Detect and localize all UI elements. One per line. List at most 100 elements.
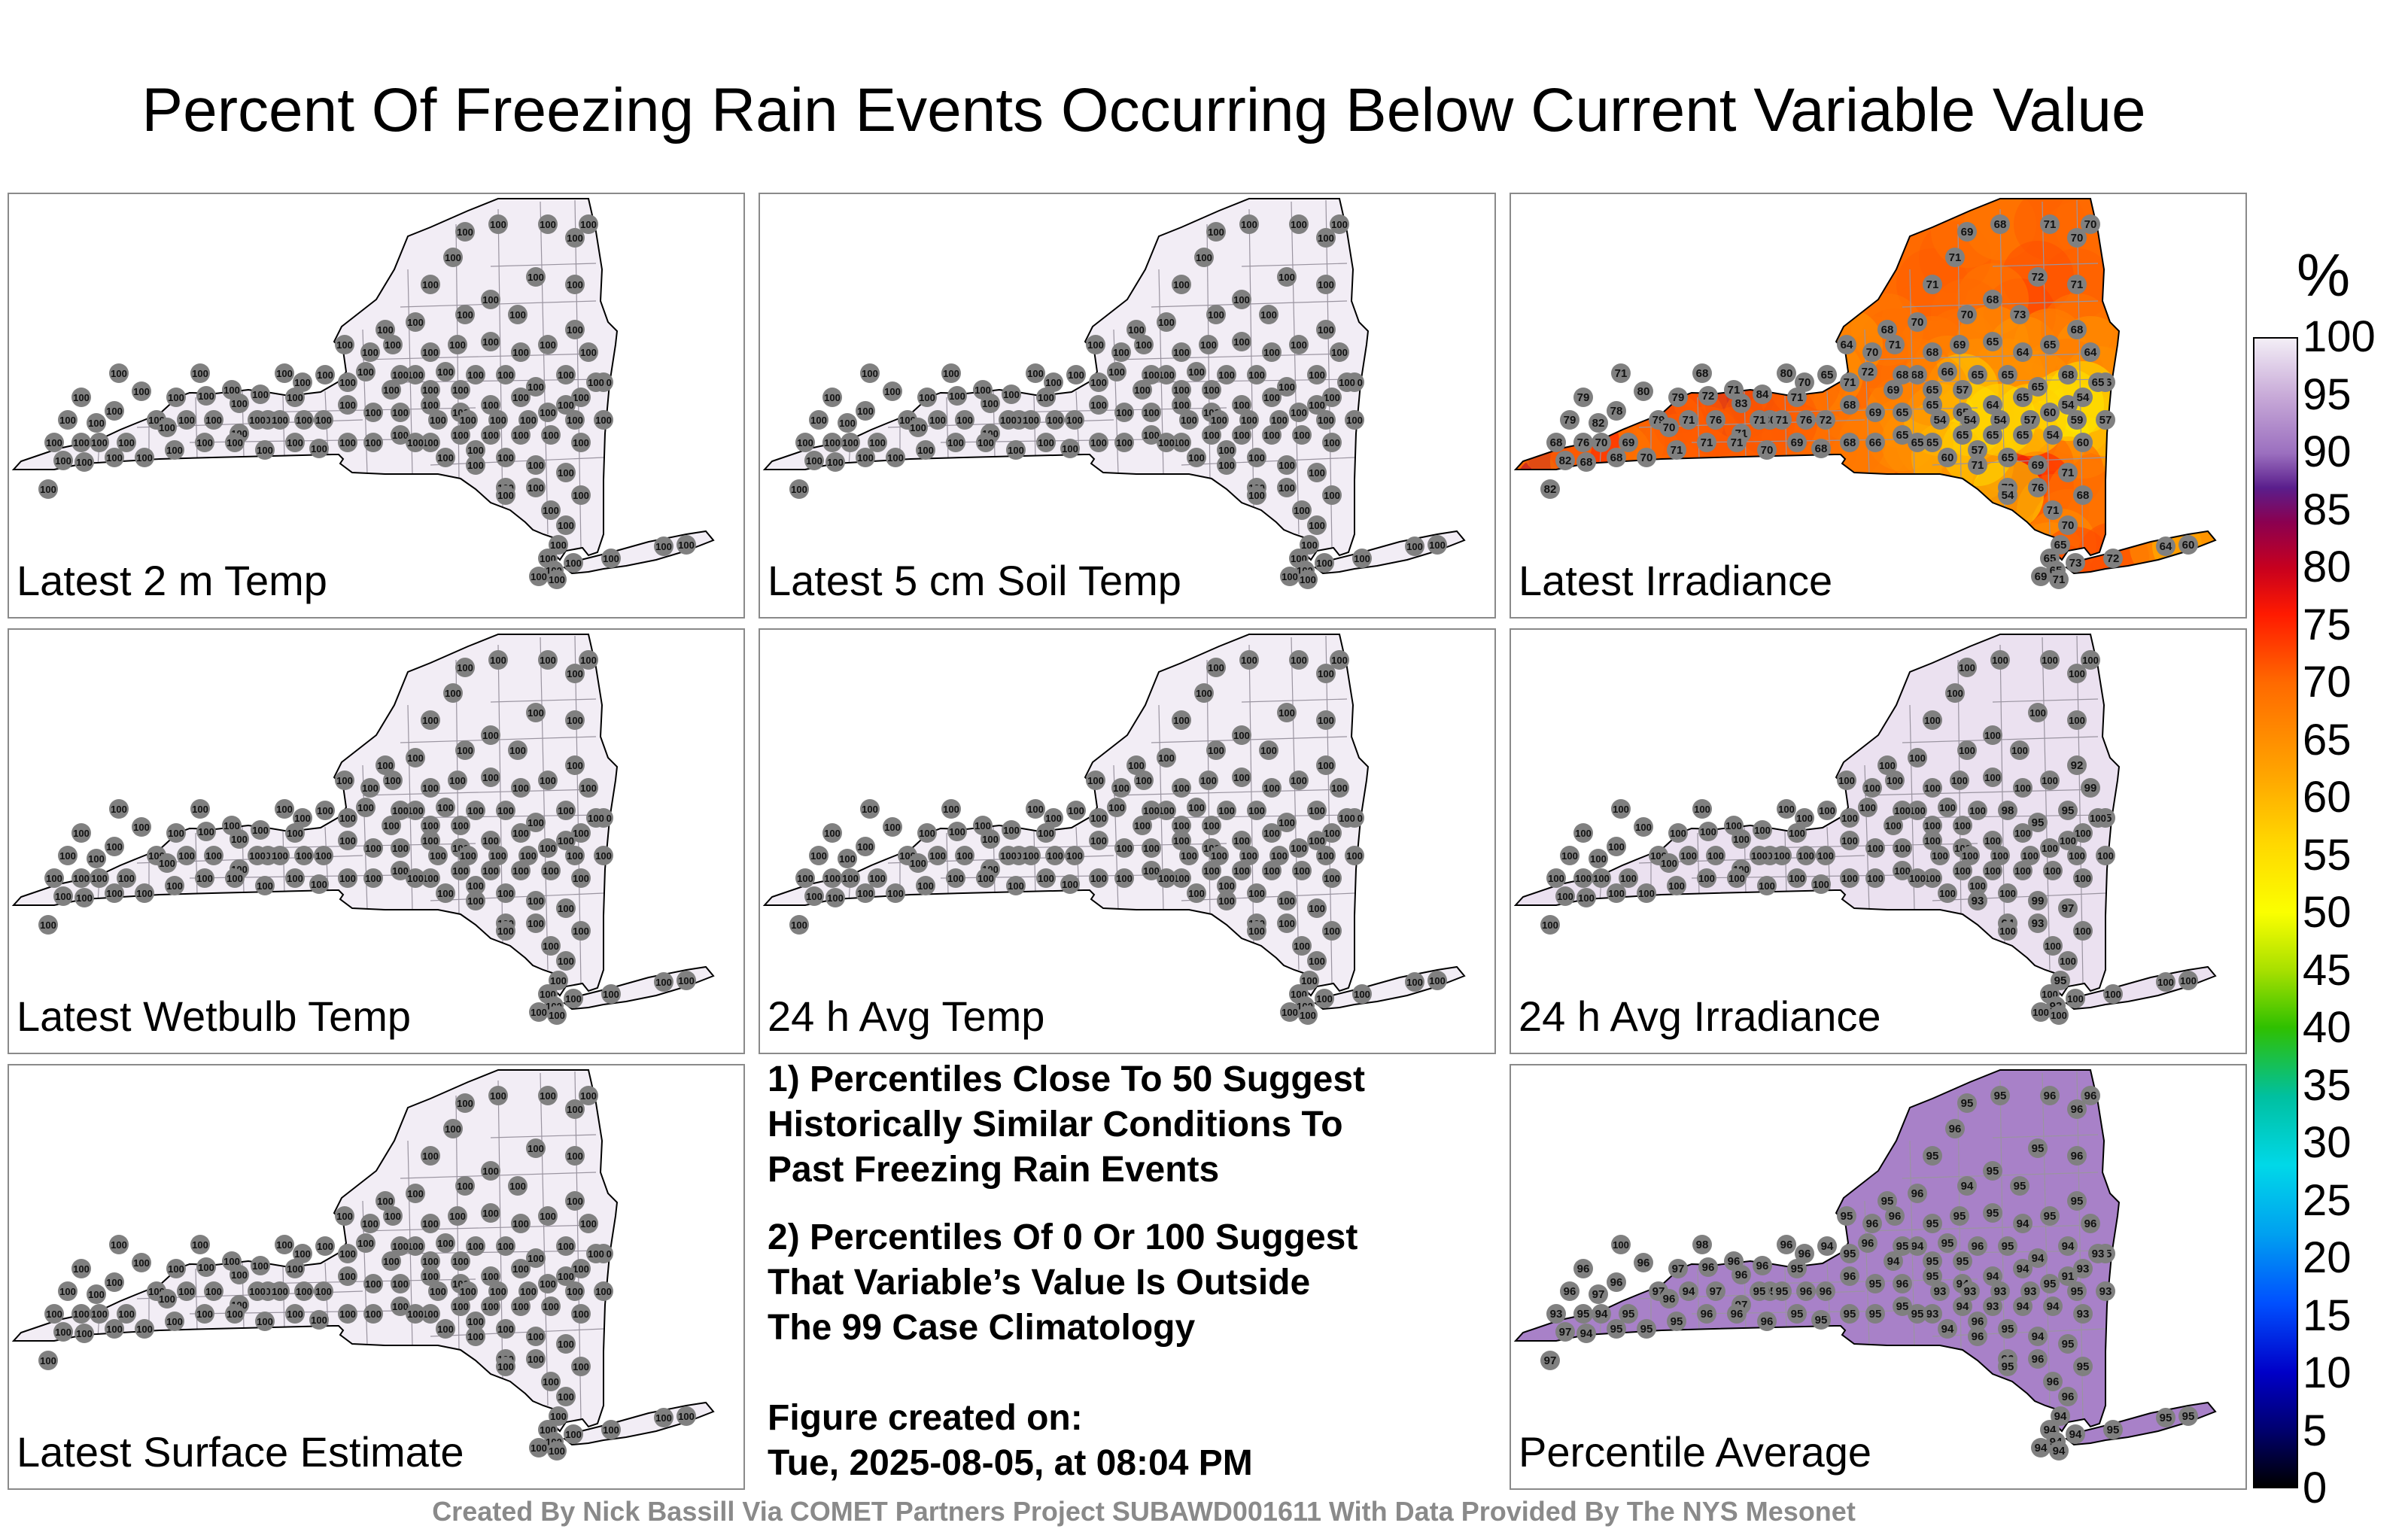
station-marker <box>105 1272 124 1292</box>
station-marker <box>538 650 558 670</box>
station-value: 100 <box>457 1098 473 1109</box>
station-marker <box>391 838 410 858</box>
station-marker <box>1607 883 1626 903</box>
station-value: 100 <box>1173 400 1190 411</box>
station-value: 100 <box>437 1238 454 1249</box>
station-marker <box>2040 214 2060 234</box>
station-value: 100 <box>1278 895 1295 907</box>
station-marker <box>1679 846 1698 865</box>
station-marker <box>1950 335 1969 354</box>
station-marker <box>1837 1206 1856 1226</box>
station-marker <box>363 1274 383 1293</box>
station-value: 100 <box>392 843 409 854</box>
station-value: 95 <box>1987 1165 1999 1178</box>
station-marker <box>1289 838 1309 858</box>
station-marker <box>526 478 546 497</box>
station-value: 100 <box>1282 1007 1298 1018</box>
station-value: 100 <box>929 415 946 426</box>
station-marker <box>1232 395 1251 415</box>
station-value: 59 <box>2071 414 2084 427</box>
county-border <box>362 353 597 360</box>
station-marker <box>428 1281 448 1301</box>
station-value: 100 <box>106 888 123 899</box>
station-marker <box>1787 823 1807 843</box>
station-marker <box>251 1256 270 1275</box>
station-value: 100 <box>159 858 175 869</box>
station-marker <box>1923 831 1942 850</box>
station-marker <box>1668 388 1688 407</box>
station-value: 100 <box>482 294 499 305</box>
station-value: 100 <box>1331 655 1348 666</box>
station-marker <box>1698 1257 1718 1277</box>
station-value: 100 <box>287 392 303 403</box>
station-value: 54 <box>2062 399 2075 412</box>
station-value: 100 <box>445 688 461 699</box>
station-value: 100 <box>1263 392 1280 403</box>
station-value: 100 <box>467 880 484 892</box>
station-marker <box>565 1146 585 1166</box>
station-marker <box>1998 448 2017 467</box>
station-value: 100 <box>1661 858 1677 869</box>
station-marker <box>1280 1002 1300 1022</box>
station-marker <box>1953 861 1972 880</box>
station-marker <box>809 410 829 430</box>
station-value: 100 <box>1813 879 1829 890</box>
station-marker <box>556 515 576 535</box>
station-marker <box>1021 846 1041 865</box>
station-value: 100 <box>1045 813 1062 824</box>
station-marker <box>1202 380 1221 400</box>
station-value: 100 <box>1203 385 1220 396</box>
station-value: 71 <box>1776 414 1789 427</box>
station-value: 100 <box>467 445 484 456</box>
station-value: 100 <box>1954 820 1971 831</box>
station-marker <box>1667 440 1686 460</box>
station-value: 93 <box>2024 1285 2037 1298</box>
station-marker <box>1990 410 2010 430</box>
station-marker <box>676 535 696 555</box>
station-marker <box>466 440 485 460</box>
station-marker <box>1573 1259 1593 1278</box>
station-marker <box>1217 365 1236 385</box>
station-value: 100 <box>437 888 454 899</box>
station-marker <box>804 451 824 470</box>
station-value: 96 <box>1701 1308 1713 1321</box>
station-value: 100 <box>857 452 874 464</box>
station-value: 71 <box>1889 339 1902 351</box>
station-marker <box>1957 1093 1977 1113</box>
station-marker <box>222 816 242 835</box>
station-value: 100 <box>1984 730 2001 741</box>
station-value: 100 <box>1318 760 1334 771</box>
station-marker <box>1576 1324 1596 1343</box>
station-marker <box>2081 1086 2100 1105</box>
station-value: 94 <box>1941 1323 1954 1336</box>
station-value: 96 <box>1896 1278 1909 1290</box>
station-value: 100 <box>385 339 401 351</box>
station-marker <box>1893 838 1912 858</box>
station-marker <box>285 868 305 888</box>
station-marker <box>1277 267 1297 287</box>
station-value: 100 <box>567 233 583 244</box>
station-marker <box>1998 921 2017 941</box>
station-value: 96 <box>1663 1293 1676 1306</box>
station-marker <box>391 861 410 880</box>
station-value: 100 <box>166 445 183 456</box>
station-value: 94 <box>1595 1308 1608 1321</box>
station-marker <box>1795 1244 1814 1263</box>
station-value: 100 <box>2075 828 2091 839</box>
station-marker <box>466 891 485 910</box>
station-marker <box>1840 1266 1859 1286</box>
station-value: 96 <box>2084 1217 2097 1230</box>
station-marker <box>488 410 508 430</box>
station-marker <box>1330 214 1349 234</box>
station-marker <box>1938 448 1957 467</box>
station-value: 95 <box>1791 1308 1804 1321</box>
station-marker <box>1945 1119 1965 1138</box>
station-value: 96 <box>1844 1270 1856 1283</box>
station-value: 100 <box>422 1256 439 1267</box>
station-value: 64 <box>2084 346 2097 359</box>
station-value: 100 <box>2097 850 2114 862</box>
station-value: 100 <box>422 835 439 847</box>
station-marker <box>565 664 585 683</box>
station-value: 100 <box>678 1411 695 1422</box>
station-value: 95 <box>1987 1207 1999 1220</box>
